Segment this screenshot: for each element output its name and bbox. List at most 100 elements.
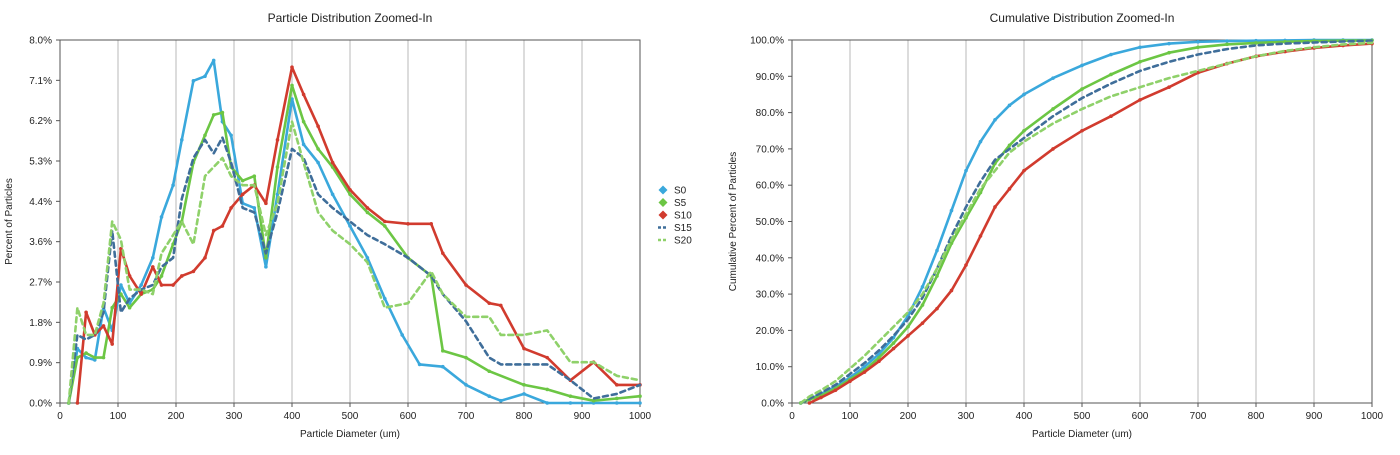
chart1-data-point-s10 — [441, 251, 445, 256]
chart1-y-tick-label: 1.8% — [29, 318, 52, 329]
chart1-x-tick-label: 700 — [458, 411, 475, 422]
chart1-data-point-s10 — [203, 255, 207, 260]
chart2-y-tick-label: 20.0% — [756, 326, 784, 337]
chart1-data-point-s10 — [301, 92, 306, 97]
chart1-data-point-s10 — [487, 301, 492, 305]
chart2-data-point-s0 — [964, 168, 968, 173]
chart1-data-point-s0 — [499, 398, 503, 403]
chart2-y-tick-label: 30.0% — [756, 290, 784, 301]
chart2-data-point-s10 — [1080, 128, 1084, 133]
chart2-data-point-s0 — [1167, 41, 1171, 46]
chart1-data-point-s5 — [568, 394, 573, 398]
chart1-data-point-s0 — [211, 58, 216, 63]
chart1-data-point-s5 — [545, 387, 549, 392]
chart1-x-tick-label: 0 — [57, 411, 63, 422]
chart2-data-point-s5 — [1080, 87, 1084, 91]
chart2-y-tick-label: 80.0% — [756, 108, 784, 119]
chart2-x-tick-label: 800 — [1248, 411, 1265, 422]
chart1-data-point-s0 — [316, 160, 320, 165]
chart2-data-point-s0 — [1080, 63, 1084, 68]
chart1-data-point-s5 — [348, 192, 352, 197]
chart1-x-tick-label: 1000 — [629, 411, 652, 422]
chart1-data-point-s0 — [383, 296, 387, 301]
chart1-data-point-s10 — [316, 124, 320, 129]
chart1-data-point-s5 — [464, 355, 468, 360]
chart1-data-point-s5 — [211, 113, 216, 117]
chart2-data-point-s10 — [964, 263, 968, 267]
chart2-data-point-s5 — [949, 241, 954, 246]
chart1-data-point-s10 — [220, 224, 225, 228]
chart1-data-point-s10 — [522, 346, 526, 351]
chart1-data-point-s0 — [615, 401, 619, 405]
chart2-data-point-s10 — [877, 359, 881, 364]
chart1-data-point-s10 — [464, 283, 468, 287]
chart1-data-point-s5 — [365, 210, 370, 215]
chart1-x-tick-label: 200 — [168, 411, 185, 422]
chart1-data-point-s0 — [638, 401, 642, 405]
chart1-y-tick-label: 0.9% — [29, 358, 52, 369]
chart2-series-line-s15 — [799, 39, 1374, 405]
chart2-y-tick-label: 70.0% — [756, 144, 784, 155]
chart2-x-tick-label: 0 — [789, 411, 795, 422]
chart1-data-point-s0 — [365, 255, 370, 260]
chart1-data-point-s10 — [290, 65, 294, 70]
chart1-legend-swatch-s10 — [658, 210, 668, 220]
chart1-data-point-s10 — [429, 221, 434, 226]
chart1-data-point-s5 — [316, 147, 320, 151]
chart2-data-point-s0 — [1225, 39, 1229, 43]
chart2-plot-frame — [791, 39, 1373, 404]
chart1-data-point-s0 — [191, 79, 196, 83]
chart2-data-point-s0 — [993, 118, 997, 122]
chart2-data-point-s10 — [993, 205, 997, 209]
chart2-series-line-s20 — [799, 41, 1374, 405]
chart1-data-point-s0 — [139, 283, 143, 287]
chart2-y-tick-label: 100.0% — [750, 36, 784, 47]
chart2-data-point-s0 — [1007, 103, 1012, 108]
chart1-data-point-s0 — [545, 401, 549, 405]
chart1-series-line-s15 — [67, 136, 642, 405]
chart1-data-point-s10 — [211, 228, 216, 233]
chart1-data-point-s5 — [127, 305, 132, 310]
chart1-y-tick-label: 8.0% — [29, 36, 52, 47]
chart1-legend-label-s0: S0 — [674, 186, 687, 197]
chart2-series-line-s10 — [808, 42, 1374, 405]
chart1-data-point-s0 — [290, 97, 294, 101]
chart1-data-point-s5 — [240, 178, 245, 183]
chart2-title: Cumulative Distribution Zoomed-In — [990, 11, 1175, 25]
chart1-data-point-s5 — [487, 369, 492, 374]
chart2-y-tick-label: 0.0% — [761, 399, 784, 410]
chart2-x-tick-label: 200 — [900, 411, 917, 422]
chart2-data-point-s10 — [807, 401, 812, 405]
chart1-data-point-s5 — [301, 119, 306, 124]
chart1-data-point-s10 — [330, 160, 335, 165]
chart1-data-point-s0 — [180, 138, 184, 142]
chart1-data-point-s5 — [591, 398, 596, 403]
chart1-data-point-s10 — [383, 219, 387, 224]
chart1-data-point-s0 — [119, 283, 123, 287]
chart1-data-point-s0 — [487, 394, 492, 398]
chart2-data-point-s10 — [935, 306, 939, 311]
chart1-data-point-s0 — [330, 192, 335, 197]
chart2-data-point-s0 — [1196, 40, 1200, 44]
chart1-legend-label-s20: S20 — [674, 236, 692, 247]
chart1-data-point-s10 — [84, 310, 88, 315]
chart2-data-point-s10 — [1051, 147, 1055, 151]
chart2-x-tick-label: 300 — [958, 411, 975, 422]
chart1-data-point-s0 — [159, 215, 164, 219]
chart1-x-tick-label: 500 — [342, 411, 359, 422]
chart2-y-tick-label: 60.0% — [756, 181, 784, 192]
chart1-legend-label-s10: S10 — [674, 211, 692, 222]
chart1-data-point-s10 — [365, 206, 370, 210]
chart1-data-point-s10 — [180, 274, 184, 278]
chart1-data-point-s0 — [348, 224, 352, 228]
chart2-data-point-s0 — [862, 364, 867, 369]
chart2-data-point-s5 — [1109, 72, 1113, 77]
chart1-data-point-s0 — [264, 265, 268, 269]
chart2-y-tick-label: 90.0% — [756, 72, 784, 83]
chart2-data-point-s0 — [1022, 92, 1026, 97]
chart1-data-point-s10 — [171, 283, 175, 287]
chart1-y-tick-label: 3.6% — [29, 237, 52, 248]
chart2-data-point-s10 — [1007, 187, 1012, 191]
chart1-title: Particle Distribution Zoomed-In — [268, 11, 433, 25]
